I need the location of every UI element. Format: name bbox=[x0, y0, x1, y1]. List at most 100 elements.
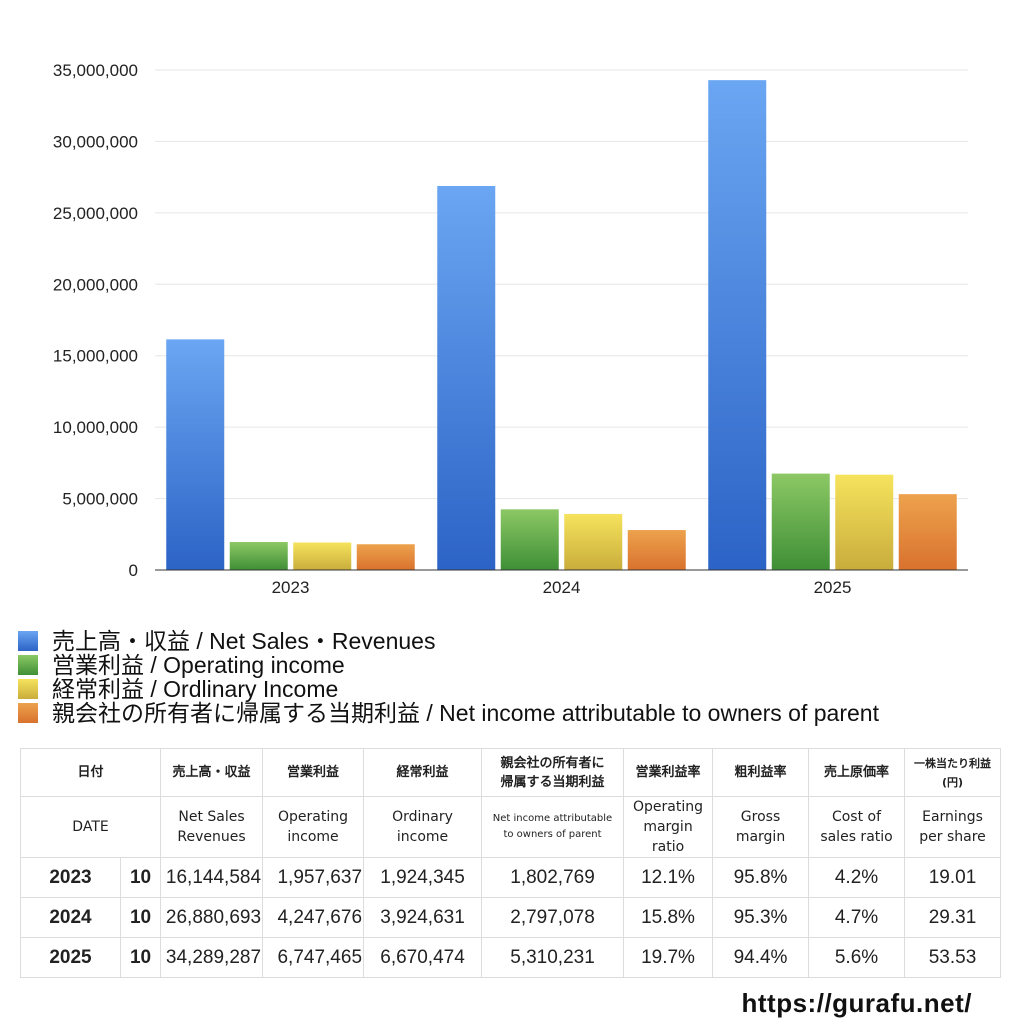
header-eps-jp-line1: 一株当たり利益 bbox=[914, 756, 992, 770]
legend-label-net-income: 親会社の所有者に帰属する当期利益 / Net income attributab… bbox=[52, 700, 879, 726]
header-eps-en-line1: Earnings bbox=[922, 809, 983, 825]
row-cost: 4.2% bbox=[808, 857, 906, 898]
row-sales: 26,880,693 bbox=[160, 897, 264, 938]
row-month: 10 bbox=[119, 857, 162, 898]
row-op-margin: 15.8% bbox=[623, 897, 714, 938]
y-tick-label: 25,000,000 bbox=[53, 204, 138, 223]
row-sales: 16,144,584 bbox=[160, 857, 264, 898]
header-operating-en-line1: Operating bbox=[278, 809, 349, 825]
y-tick-label: 0 bbox=[129, 561, 138, 580]
header-net-income-jp-line2: 帰属する当期利益 bbox=[500, 774, 605, 790]
header-sales-en-line1: Net Sales bbox=[178, 809, 245, 825]
header-op-margin-en-line2: margin bbox=[643, 819, 693, 835]
row-gross: 95.3% bbox=[712, 897, 810, 938]
row-op-margin: 19.7% bbox=[623, 937, 714, 978]
row-eps: 53.53 bbox=[904, 937, 1002, 978]
header-op-margin-en: Operating margin ratio bbox=[623, 796, 714, 858]
bar-net-sales-2024 bbox=[437, 185, 496, 570]
legend-item-net-income: 親会社の所有者に帰属する当期利益 / Net income attributab… bbox=[18, 701, 1018, 725]
row-year: 2025 bbox=[20, 937, 121, 978]
header-gross-en-line2: margin bbox=[735, 829, 786, 845]
legend-swatch-net-income bbox=[18, 703, 38, 723]
row-eps: 19.01 bbox=[904, 857, 1002, 898]
table-header-en: DATE Net Sales Revenues Operating income… bbox=[19, 796, 1002, 858]
row-net-income: 1,802,769 bbox=[481, 857, 625, 898]
header-operating-en: Operating income bbox=[262, 796, 365, 858]
header-ordinary-en: Ordinary income bbox=[363, 796, 483, 858]
financial-table: 日付 売上高・収益 営業利益 経常利益 親会社の所有者に 帰属する当期利益 営業… bbox=[19, 748, 1002, 978]
header-op-margin-en-line1: Operating bbox=[633, 799, 704, 815]
bar-net-sales-2023 bbox=[166, 339, 225, 570]
table-row: 2023 10 16,144,584 1,957,637 1,924,345 1… bbox=[20, 857, 1002, 898]
header-ordinary-en-line2: income bbox=[396, 829, 449, 845]
table-row: 2025 10 34,289,287 6,747,465 6,670,474 5… bbox=[20, 937, 1002, 978]
row-ordinary: 3,924,631 bbox=[363, 897, 483, 938]
row-gross: 94.4% bbox=[712, 937, 810, 978]
legend-item-operating-income: 営業利益 / Operating income bbox=[18, 653, 1018, 677]
row-operating: 4,247,676 bbox=[262, 897, 365, 938]
header-gross-en-line1: Gross bbox=[740, 809, 781, 825]
row-net-income: 2,797,078 bbox=[481, 897, 625, 938]
site-url[interactable]: https://gurafu.net/ bbox=[741, 988, 972, 1018]
header-net-income-jp: 親会社の所有者に 帰属する当期利益 bbox=[481, 748, 625, 797]
row-net-income: 5,310,231 bbox=[481, 937, 625, 978]
x-tick-label: 2023 bbox=[272, 578, 310, 597]
row-cost: 5.6% bbox=[808, 937, 906, 978]
legend-label-operating-income: 営業利益 / Operating income bbox=[52, 652, 345, 678]
header-cost-jp: 売上原価率 bbox=[808, 748, 906, 797]
row-month: 10 bbox=[119, 897, 162, 938]
legend-swatch-ordinary-income bbox=[18, 679, 38, 699]
header-net-income-en-line1: Net income attributable bbox=[492, 813, 613, 824]
row-gross: 95.8% bbox=[712, 857, 810, 898]
header-eps-en-line2: per share bbox=[919, 829, 986, 845]
header-net-income-en: Net income attributable to owners of par… bbox=[481, 796, 625, 858]
bar-net-income-2024 bbox=[627, 530, 686, 570]
row-sales: 34,289,287 bbox=[160, 937, 264, 978]
header-op-margin-jp: 営業利益率 bbox=[623, 748, 714, 797]
row-ordinary: 6,670,474 bbox=[363, 937, 483, 978]
row-cost: 4.7% bbox=[808, 897, 906, 938]
y-tick-label: 10,000,000 bbox=[53, 418, 138, 437]
header-eps-jp: 一株当たり利益 (円) bbox=[904, 748, 1002, 797]
bar-ordinary-income-2025 bbox=[835, 474, 894, 570]
header-operating-en-line2: income bbox=[287, 829, 339, 845]
bar-net-income-2025 bbox=[898, 494, 957, 570]
table-row: 2024 10 26,880,693 4,247,676 3,924,631 2… bbox=[20, 897, 1002, 938]
row-month: 10 bbox=[119, 937, 162, 978]
row-eps: 29.31 bbox=[904, 897, 1002, 938]
chart-legend: 売上高・収益 / Net Sales・Revenues 営業利益 / Opera… bbox=[18, 629, 1018, 725]
bar-operating-income-2023 bbox=[229, 542, 288, 570]
row-op-margin: 12.1% bbox=[623, 857, 714, 898]
header-cost-en: Cost of sales ratio bbox=[808, 796, 906, 858]
header-date-jp: 日付 bbox=[19, 748, 162, 797]
y-tick-label: 5,000,000 bbox=[62, 490, 138, 509]
bar-net-income-2023 bbox=[356, 544, 415, 570]
header-gross-en: Gross margin bbox=[712, 796, 810, 858]
header-sales-en-line2: Revenues bbox=[177, 829, 246, 845]
legend-item-net-sales: 売上高・収益 / Net Sales・Revenues bbox=[18, 629, 1018, 653]
bar-net-sales-2025 bbox=[708, 80, 767, 570]
header-operating-jp: 営業利益 bbox=[262, 748, 365, 797]
bar-ordinary-income-2024 bbox=[564, 513, 623, 570]
bar-operating-income-2024 bbox=[500, 509, 559, 570]
legend-item-ordinary-income: 経常利益 / Ordlinary Income bbox=[18, 677, 1018, 701]
header-net-income-en-line2: to owners of parent bbox=[503, 829, 602, 840]
y-tick-label: 20,000,000 bbox=[53, 275, 138, 294]
header-eps-jp-line2: (円) bbox=[941, 775, 964, 789]
legend-label-ordinary-income: 経常利益 / Ordlinary Income bbox=[52, 676, 339, 702]
legend-label-net-sales: 売上高・収益 / Net Sales・Revenues bbox=[52, 628, 436, 654]
legend-swatch-net-sales bbox=[18, 631, 38, 651]
legend-swatch-operating-income bbox=[18, 655, 38, 675]
header-cost-en-line1: Cost of bbox=[831, 809, 882, 825]
bar-chart: 0 5,000,000 10,000,000 15,000,000 20,000,000… bbox=[53, 61, 968, 597]
row-year: 2024 bbox=[20, 897, 121, 938]
row-operating: 6,747,465 bbox=[262, 937, 365, 978]
bar-operating-income-2025 bbox=[771, 473, 830, 570]
header-op-margin-en-line3: ratio bbox=[651, 839, 685, 855]
y-tick-label: 35,000,000 bbox=[53, 61, 138, 80]
header-date-en: DATE bbox=[19, 796, 162, 858]
y-tick-label: 30,000,000 bbox=[53, 132, 138, 151]
header-sales-en: Net Sales Revenues bbox=[160, 796, 264, 858]
header-net-income-jp-line1: 親会社の所有者に bbox=[500, 755, 605, 771]
header-ordinary-en-line1: Ordinary bbox=[392, 809, 453, 825]
